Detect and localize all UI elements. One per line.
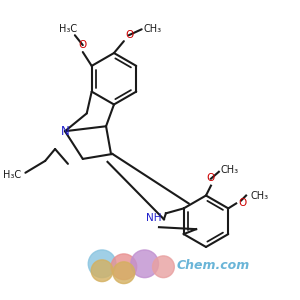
Text: CH₃: CH₃ [221,165,239,175]
Circle shape [113,262,135,283]
Text: CH₃: CH₃ [144,24,162,34]
Circle shape [91,260,113,282]
Text: H₃C: H₃C [59,24,77,34]
Circle shape [88,250,116,278]
Text: N: N [61,125,69,138]
Text: O: O [207,173,215,183]
Circle shape [131,250,158,278]
Circle shape [153,256,174,278]
Text: NH: NH [146,213,162,223]
Text: CH₃: CH₃ [250,190,268,200]
Text: O: O [126,30,134,40]
Circle shape [111,254,137,280]
Text: O: O [79,40,87,50]
Text: Chem.com: Chem.com [176,259,250,272]
Text: O: O [238,198,246,208]
Text: H₃C: H₃C [3,170,21,180]
